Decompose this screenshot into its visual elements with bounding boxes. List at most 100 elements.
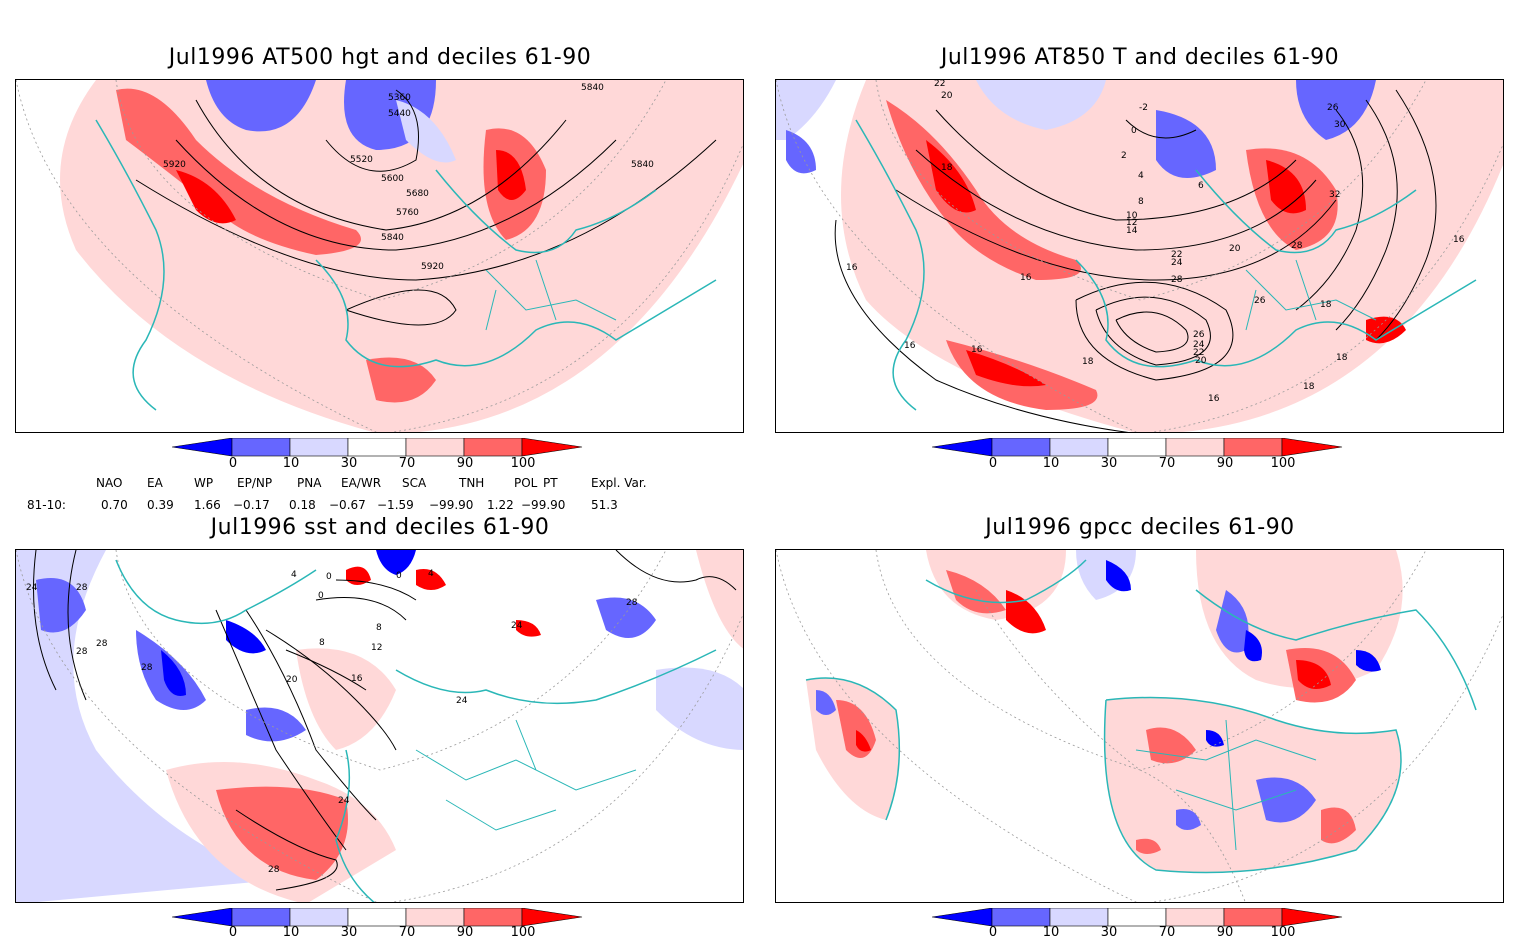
contour-label: 5440 xyxy=(388,109,411,119)
colorbar-seg-5 xyxy=(1223,438,1283,457)
index-value: 51.3 xyxy=(591,498,618,512)
index-value: −0.17 xyxy=(233,498,270,512)
index-value: −1.59 xyxy=(377,498,414,512)
colorbar-tick-label: 100 xyxy=(510,456,536,471)
contour-label: -2 xyxy=(1139,103,1148,113)
contour-label: 4 xyxy=(428,569,434,579)
colorbar-seg-2 xyxy=(289,438,349,457)
contour-label: 24 xyxy=(338,796,350,806)
colorbar-seg-6 xyxy=(521,908,583,927)
contour-label: 16 xyxy=(1208,394,1220,404)
colorbar-seg-4 xyxy=(405,438,465,457)
contour-label: 18 xyxy=(1082,357,1094,367)
map-hgt500: 5360 5440 5520 5600 5680 5760 5840 5840 … xyxy=(16,80,743,432)
colorbar-tick-label: 100 xyxy=(510,925,536,940)
map-panel-sst: 24 28 28 28 28 4 0 0 0 4 8 8 12 16 20 24… xyxy=(15,549,744,903)
map-panel-t850: 22 20 18 16 16 16 18 18 18 18 16 16 16 2… xyxy=(775,79,1504,433)
contour-label: 20 xyxy=(286,675,298,685)
contour-label: 4 xyxy=(291,570,297,580)
colorbar-seg-0 xyxy=(932,438,993,457)
colorbar-sst xyxy=(172,908,583,927)
colorbar-tick-label: 30 xyxy=(1100,456,1118,471)
contour-label: 8 xyxy=(1138,197,1144,207)
index-value: −99.90 xyxy=(429,498,474,512)
panel-title-gpcc: Jul1996 gpcc deciles 61-90 xyxy=(985,515,1295,540)
index-header: PNA xyxy=(297,476,322,490)
contour-label: 6 xyxy=(1198,181,1204,191)
contour-label: 5520 xyxy=(350,155,373,165)
contour-label: 0 xyxy=(326,572,332,582)
index-header: EP/NP xyxy=(237,476,273,490)
contour-label: 16 xyxy=(1453,235,1465,245)
contour-label: 28 xyxy=(268,865,280,875)
index-header: TNH xyxy=(459,476,485,490)
index-header: EA/WR xyxy=(341,476,382,490)
colorbar-tick-label: 10 xyxy=(282,456,300,471)
contour-label: 16 xyxy=(846,263,858,273)
contour-label: 24 xyxy=(1193,340,1205,350)
contour-label: 24 xyxy=(456,696,468,706)
contour-label: 5920 xyxy=(421,262,444,272)
contour-label: 5680 xyxy=(406,189,429,199)
colorbar-tick-label: 30 xyxy=(340,456,358,471)
colorbar-seg-5 xyxy=(463,438,523,457)
contour-label: 28 xyxy=(76,647,88,657)
contour-label: 8 xyxy=(376,623,382,633)
colorbar-seg-3 xyxy=(347,438,407,457)
contour-label: 16 xyxy=(904,341,916,351)
index-row-label: 81-10: xyxy=(27,498,66,512)
contour-label: 16 xyxy=(1020,273,1032,283)
contour-label: 24 xyxy=(1171,258,1183,268)
colorbar-tick-label: 10 xyxy=(282,925,300,940)
colorbar-tick-label: 90 xyxy=(456,456,474,471)
contour-label: 24 xyxy=(26,583,38,593)
contour-label: 26 xyxy=(1193,330,1205,340)
contour-label: 28 xyxy=(1171,275,1183,285)
contour-label: 28 xyxy=(626,598,638,608)
contour-label: 26 xyxy=(1327,103,1339,113)
colorbar-tick-label: 90 xyxy=(456,925,474,940)
contour-label: 24 xyxy=(511,621,523,631)
colorbar-tick-label: 70 xyxy=(398,456,416,471)
colorbar-tick-label: 90 xyxy=(1216,456,1234,471)
panel-title-hgt500: Jul1996 AT500 hgt and deciles 61-90 xyxy=(168,45,592,70)
panel-title-sst: Jul1996 sst and deciles 61-90 xyxy=(210,515,550,540)
contour-label: 22 xyxy=(1171,250,1182,260)
contour-label: 28 xyxy=(141,663,153,673)
contour-label: 26 xyxy=(1254,296,1266,306)
colorbar-seg-2 xyxy=(289,908,349,927)
colorbar-seg-1 xyxy=(991,438,1051,457)
index-value: 0.18 xyxy=(289,498,316,512)
contour-label: 5840 xyxy=(581,83,604,93)
index-header: POL xyxy=(514,476,538,490)
contour-label: 28 xyxy=(96,639,108,649)
index-value: −99.90 xyxy=(521,498,566,512)
index-value: −0.67 xyxy=(329,498,366,512)
colorbar-seg-6 xyxy=(521,438,583,457)
map-gpcc xyxy=(776,550,1503,902)
contour-label: 22 xyxy=(934,80,945,89)
colorbar-seg-4 xyxy=(405,908,465,927)
colorbar-seg-5 xyxy=(463,908,523,927)
contour-label: 5600 xyxy=(381,174,404,184)
index-header: EA xyxy=(147,476,163,490)
contour-label: 18 xyxy=(1320,300,1332,310)
contour-label: 20 xyxy=(941,91,953,101)
colorbar-seg-1 xyxy=(231,438,291,457)
colorbar-seg-1 xyxy=(231,908,291,927)
colorbar-seg-3 xyxy=(1107,438,1167,457)
colorbar-tick-label: 0 xyxy=(228,925,238,940)
index-header: WP xyxy=(194,476,214,490)
contour-label: 12 xyxy=(371,643,382,653)
contour-label: 14 xyxy=(1126,226,1138,236)
contour-label: 16 xyxy=(351,674,363,684)
colorbar-tick-label: 0 xyxy=(988,456,998,471)
colorbar-tick-label: 0 xyxy=(228,456,238,471)
colorbar-tick-label: 100 xyxy=(1270,925,1296,940)
contour-label: 28 xyxy=(76,583,88,593)
colorbar-tick-label: 0 xyxy=(988,925,998,940)
colorbar-tick-label: 70 xyxy=(398,925,416,940)
contour-label: 5840 xyxy=(381,233,404,243)
index-header: PT xyxy=(543,476,558,490)
contour-label: 22 xyxy=(1193,348,1204,358)
